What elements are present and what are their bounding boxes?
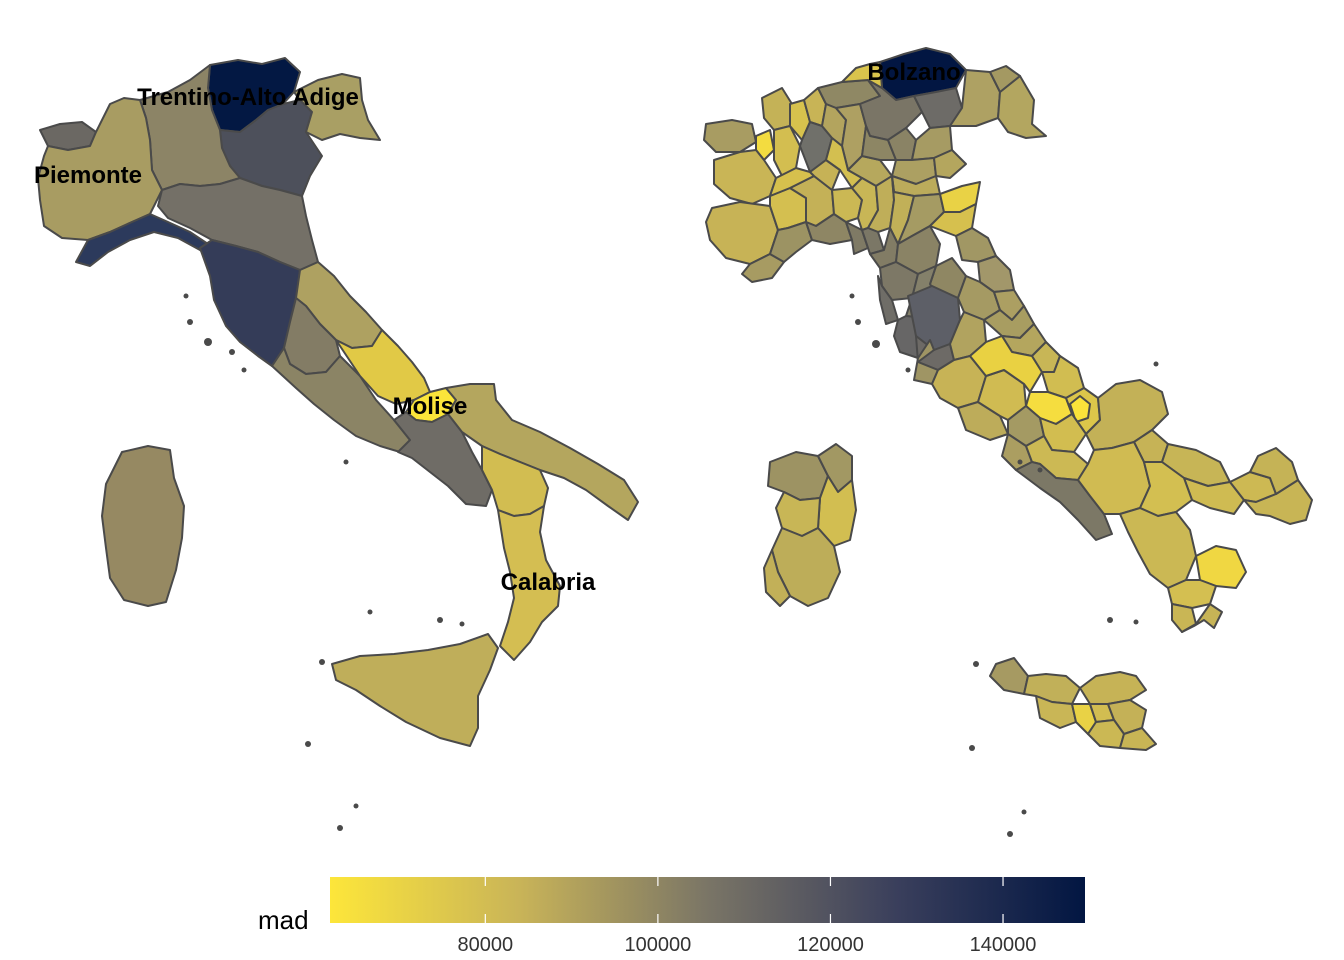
province-lecce-tip[interactable] [1249,447,1299,495]
province-viterbo[interactable] [913,339,939,385]
province-vco[interactable] [761,87,793,131]
province-venezia[interactable] [933,149,967,179]
province-la-spezia[interactable] [845,221,869,255]
islet [367,609,373,615]
region-friuli[interactable] [293,73,381,141]
islet [849,293,855,299]
legend-tick-label: 120000 [797,934,864,956]
islet [183,293,189,299]
islet [459,621,465,627]
region-sardegna[interactable] [101,445,185,607]
islet [872,340,880,348]
legend-tick-label: 140000 [970,934,1037,956]
legend-colorbar [330,877,1085,923]
islet [1037,467,1043,473]
islet [1133,619,1139,625]
legend-ticks: 80000 100000 120000 140000 [458,877,1037,956]
legend-tick-label: 80000 [458,934,514,956]
province-trapani[interactable] [989,657,1029,695]
provinces-map [703,47,1313,837]
province-pavia[interactable] [809,159,841,191]
regions-map [37,57,639,831]
islet [437,617,443,623]
label-bolzano: Bolzano [867,59,960,86]
province-siracusa[interactable] [1119,727,1157,751]
islet [969,745,975,751]
province-reggio-calabria[interactable] [1181,603,1223,633]
islet [905,367,911,373]
islet [187,319,193,325]
islands-left [183,293,465,831]
province-sondrio-top[interactable] [841,61,883,89]
province-pordenone[interactable] [989,65,1021,93]
province-cosenza[interactable] [1119,507,1197,589]
legend: mad 80000 100000 120000 140000 [258,877,1085,956]
islet [1007,831,1013,837]
legend-tick-label: 100000 [625,934,692,956]
label-molise: Molise [393,393,468,420]
region-abruzzo[interactable] [335,329,431,405]
label-calabria: Calabria [501,569,596,596]
islet [855,319,861,325]
islet [204,338,212,346]
province-sulcis[interactable] [763,549,791,607]
region-calabria[interactable] [497,505,561,661]
region-sicilia[interactable] [331,633,499,747]
label-piemonte: Piemonte [34,162,142,189]
province-taranto[interactable] [1183,477,1245,515]
islet [319,659,325,665]
province-palermo[interactable] [1023,673,1081,705]
islet [337,825,343,831]
legend-title: mad [258,905,309,935]
province-pesaro[interactable] [955,227,997,263]
islet [1021,809,1027,815]
map-labels: Trentino-Alto Adige Piemonte Molise Cala… [34,59,961,596]
province-salerno[interactable] [1015,461,1113,541]
islet [241,367,247,373]
province-lecce[interactable] [1243,479,1313,525]
islet [229,349,235,355]
islet [1153,361,1159,367]
label-trentino-alto-adige: Trentino-Alto Adige [137,84,359,111]
islet [353,803,359,809]
region-emilia-romagna[interactable] [157,177,319,271]
province-messina[interactable] [1079,671,1147,705]
islet [1107,617,1113,623]
province-biella[interactable] [755,129,775,161]
islet [305,741,311,747]
region-puglia[interactable] [445,383,639,521]
islands-right [849,293,1159,837]
islet [1017,459,1023,465]
islet [343,459,349,465]
islet [973,661,979,667]
province-aosta[interactable] [703,119,757,153]
province-savona[interactable] [769,221,813,263]
